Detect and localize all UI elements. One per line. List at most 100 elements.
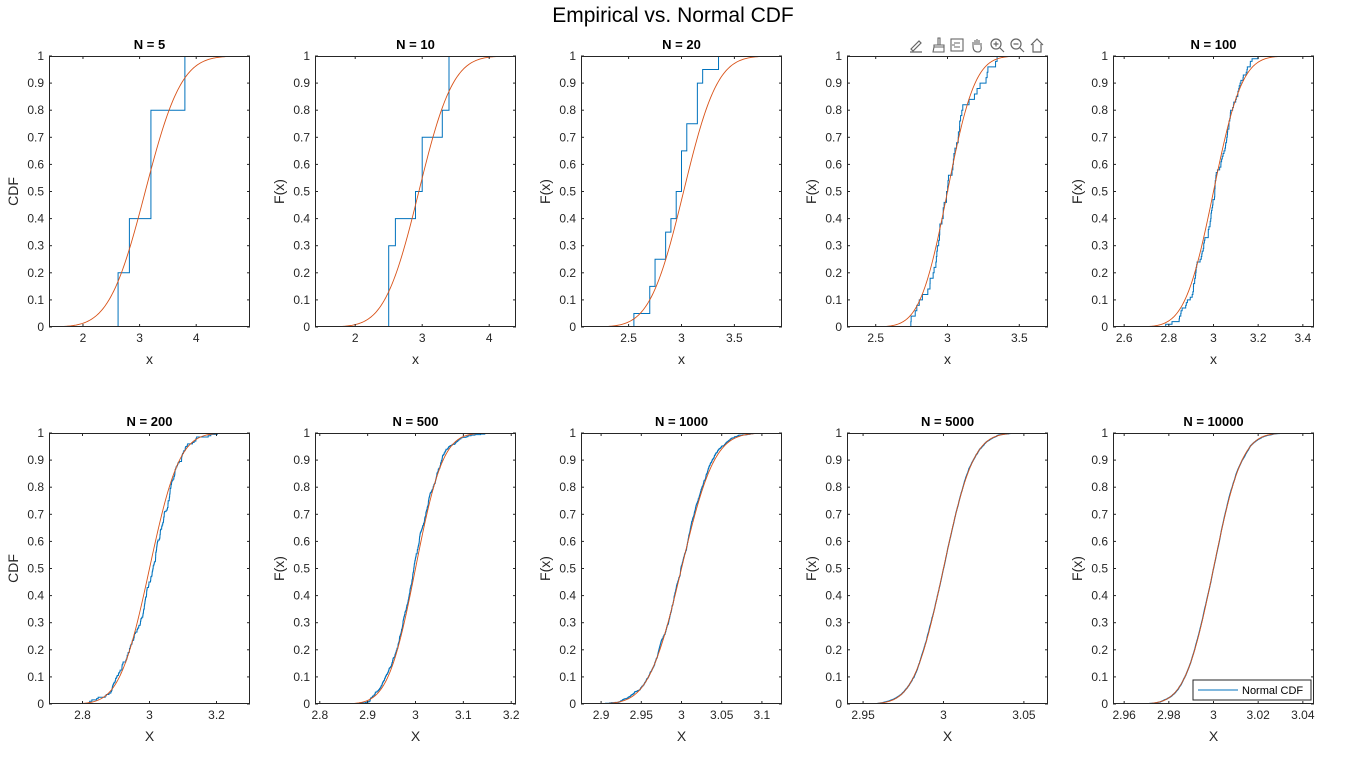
- x-tick-label: 3: [419, 331, 426, 345]
- y-tick-label: 0: [569, 320, 576, 334]
- x-tick-label: 2.8: [311, 708, 328, 722]
- x-axis-label: x: [1210, 351, 1217, 367]
- y-tick-label: 0.6: [825, 534, 842, 548]
- y-tick-label: 0.3: [825, 616, 842, 630]
- y-tick-label: 0.2: [825, 643, 842, 657]
- y-tick-label: 0.3: [27, 616, 44, 630]
- y-tick-label: 0.6: [1091, 157, 1108, 171]
- y-tick-label: 0.6: [559, 157, 576, 171]
- y-axis-label: CDF: [5, 554, 21, 583]
- y-tick-label: 1: [835, 426, 842, 440]
- y-tick-label: 0.9: [27, 76, 44, 90]
- x-tick-label: 3.1: [754, 708, 771, 722]
- zoom-out-icon[interactable]: [1008, 35, 1026, 55]
- x-tick-label: 3: [678, 708, 685, 722]
- y-tick-label: 0.2: [1091, 266, 1108, 280]
- y-tick-label: 0.3: [559, 616, 576, 630]
- y-tick-label: 0.8: [1091, 103, 1108, 117]
- x-tick-label: 3: [1210, 708, 1217, 722]
- y-axis-label: F(x): [1069, 556, 1085, 581]
- y-tick-label: 0.3: [825, 239, 842, 253]
- y-tick-label: 0.6: [293, 534, 310, 548]
- y-tick-label: 0.2: [27, 643, 44, 657]
- y-axis-label: F(x): [1069, 179, 1085, 204]
- y-tick-label: 1: [1101, 49, 1108, 63]
- y-tick-label: 0.7: [1091, 507, 1108, 521]
- y-tick-label: 0: [37, 320, 44, 334]
- subplot-title: N = 1000: [655, 414, 708, 429]
- pan-icon[interactable]: [968, 35, 986, 55]
- subplot-10: 0 0.1 0.2 0.3 0.4 0.5 0.6 0.7 0.8 0.9 1 2.96 2.98 3 3.…: [1069, 414, 1315, 744]
- y-tick-label: 0.9: [27, 453, 44, 467]
- y-axis-label: F(x): [537, 556, 553, 581]
- axes-toolbar: [908, 35, 1046, 55]
- normal-cdf-line: [581, 56, 782, 327]
- y-tick-label: 0.7: [559, 130, 576, 144]
- subplot-4: 0 0.1 0.2 0.3 0.4 0.5 0.6 0.7 0.8 0.9 1 2.5 3 3.5 x F(x…: [803, 49, 1048, 367]
- subplot-2: 0 0.1 0.2 0.3 0.4 0.5 0.6 0.7 0.8 0.9 1 2 3 4 N = 10 x F…: [271, 37, 516, 367]
- x-tick-label: 3.5: [1011, 331, 1028, 345]
- zoom-in-icon[interactable]: [988, 35, 1006, 55]
- y-tick-label: 0.9: [559, 453, 576, 467]
- y-tick-label: 0.3: [293, 239, 310, 253]
- x-tick-label: 3: [944, 331, 951, 345]
- y-tick-label: 0.1: [825, 670, 842, 684]
- y-tick-label: 0.1: [825, 293, 842, 307]
- x-tick-label: 3: [678, 331, 685, 345]
- y-tick-label: 0.8: [825, 103, 842, 117]
- edit-plot-icon[interactable]: [908, 35, 926, 55]
- plot-data: [49, 56, 250, 327]
- x-tick-label: 3: [940, 708, 947, 722]
- data-brush-icon[interactable]: [928, 35, 946, 55]
- x-tick-label: 3.05: [710, 708, 734, 722]
- y-tick-label: 0.9: [825, 76, 842, 90]
- x-tick-label: 3.04: [1291, 708, 1315, 722]
- data-tips-icon[interactable]: [948, 35, 966, 55]
- normal-cdf-line: [581, 433, 782, 704]
- empirical-cdf-line: [49, 56, 250, 327]
- y-tick-label: 0.8: [27, 103, 44, 117]
- y-tick-label: 0.7: [27, 130, 44, 144]
- x-axis-label: X: [145, 728, 155, 744]
- y-axis-label: F(x): [803, 179, 819, 204]
- figure-title: Empirical vs. Normal CDF: [552, 4, 794, 27]
- x-tick-label: 3.2: [1250, 331, 1267, 345]
- y-tick-label: 0.1: [1091, 293, 1108, 307]
- x-tick-label: 2.95: [851, 708, 875, 722]
- subplot-7: 0 0.1 0.2 0.3 0.4 0.5 0.6 0.7 0.8 0.9 1 2.8 2.9 3 3.1 3…: [271, 414, 520, 744]
- y-tick-label: 0.4: [1091, 589, 1108, 603]
- y-tick-label: 1: [1101, 426, 1108, 440]
- x-tick-label: 2: [80, 331, 87, 345]
- y-tick-label: 0.2: [1091, 643, 1108, 657]
- y-tick-label: 0.2: [293, 266, 310, 280]
- y-tick-label: 0.9: [1091, 76, 1108, 90]
- x-axis-label: x: [146, 351, 153, 367]
- x-tick-label: 2.96: [1112, 708, 1136, 722]
- y-tick-label: 0.5: [293, 185, 310, 199]
- y-tick-label: 0.5: [27, 185, 44, 199]
- subplot-title: N = 20: [662, 37, 701, 52]
- x-axis-label: x: [944, 351, 951, 367]
- home-icon[interactable]: [1028, 35, 1046, 55]
- y-tick-label: 0.1: [559, 293, 576, 307]
- y-tick-label: 0.5: [825, 562, 842, 576]
- subplot-title: N = 10: [396, 37, 435, 52]
- y-tick-label: 0.2: [293, 643, 310, 657]
- y-tick-label: 0.1: [559, 670, 576, 684]
- y-tick-label: 0.9: [825, 453, 842, 467]
- y-tick-label: 0.8: [293, 103, 310, 117]
- y-tick-label: 0.1: [27, 670, 44, 684]
- y-tick-label: 1: [569, 49, 576, 63]
- y-tick-label: 1: [835, 49, 842, 63]
- y-tick-label: 0.6: [293, 157, 310, 171]
- y-tick-label: 0: [303, 320, 310, 334]
- subplot-3: 0 0.1 0.2 0.3 0.4 0.5 0.6 0.7 0.8 0.9 1 2.5 3 3.5 N = …: [537, 37, 782, 367]
- y-tick-label: 0.8: [293, 480, 310, 494]
- y-tick-label: 0.4: [27, 212, 44, 226]
- y-axis-label: F(x): [803, 556, 819, 581]
- y-tick-label: 0.2: [559, 643, 576, 657]
- y-tick-label: 0.8: [559, 480, 576, 494]
- x-tick-label: 3.05: [1012, 708, 1036, 722]
- y-tick-label: 0: [569, 697, 576, 711]
